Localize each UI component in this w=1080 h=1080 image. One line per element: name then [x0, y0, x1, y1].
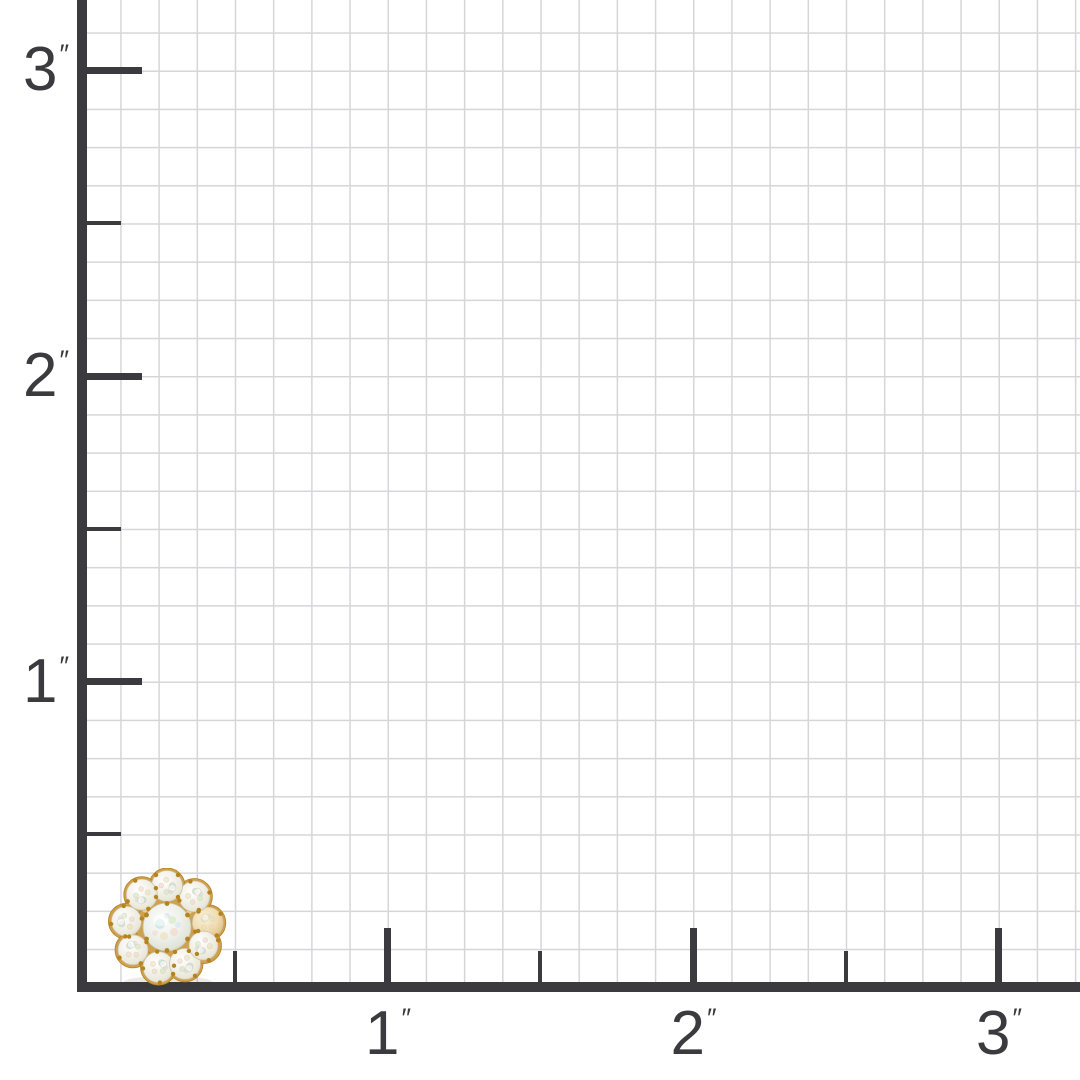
x-label-2-unit: ″ — [706, 1002, 717, 1033]
y-tick-minor-15in — [86, 526, 121, 531]
x-label-1-unit: ″ — [401, 1002, 411, 1033]
y-tick-major-3in — [86, 67, 142, 74]
y-label-3-value: 3 — [22, 35, 58, 104]
x-tick-minor-25in — [843, 951, 848, 983]
x-label-3-value: 3 — [975, 999, 1011, 1068]
y-label-1-value: 1 — [22, 647, 58, 716]
x-label-3-unit: ″ — [1012, 1002, 1022, 1033]
x-label-2-value: 2 — [670, 999, 705, 1068]
y-label-1-unit: ″ — [59, 650, 69, 681]
opal-cluster-earring-photo — [107, 868, 227, 988]
x-axis-label-2in: 2 ″ — [633, 998, 753, 1070]
y-axis-label-2in: 2 ″ — [0, 340, 69, 412]
y-tick-major-2in — [86, 372, 142, 380]
x-tick-minor-05in — [232, 951, 237, 983]
x-tick-major-3in — [995, 928, 1002, 983]
y-tick-minor-25in — [86, 221, 121, 225]
graph-paper-grid — [82, 0, 1080, 988]
x-tick-major-2in — [689, 928, 697, 983]
x-axis-label-1in: 1 ″ — [328, 998, 448, 1070]
y-label-2-value: 2 — [22, 341, 58, 410]
y-axis-label-1in: 1 ″ — [0, 646, 69, 718]
y-label-3-unit: ″ — [59, 38, 69, 69]
y-tick-minor-05in — [86, 832, 121, 836]
y-axis-line — [77, 0, 87, 992]
x-label-1-value: 1 — [364, 999, 400, 1068]
x-axis-line — [77, 982, 1080, 992]
y-axis-label-3in: 3 ″ — [0, 34, 69, 106]
x-tick-minor-15in — [538, 951, 542, 983]
y-label-2-unit: ″ — [59, 344, 69, 375]
x-tick-major-1in — [384, 928, 391, 983]
y-tick-major-1in — [86, 678, 142, 685]
x-axis-label-3in: 3 ″ — [939, 998, 1059, 1070]
